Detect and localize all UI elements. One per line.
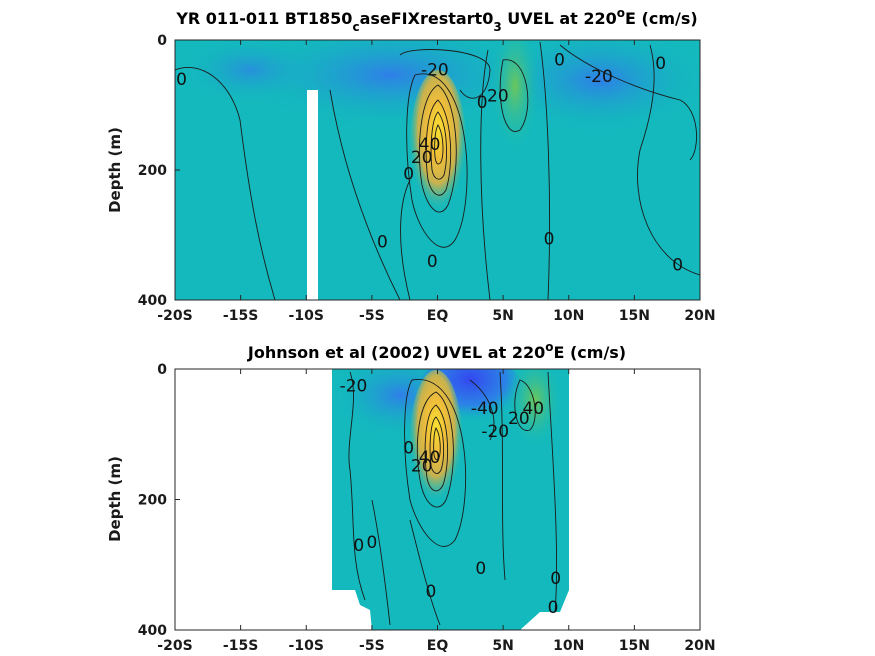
- field-north-jet: [490, 40, 540, 170]
- contour-label: -20: [421, 60, 449, 80]
- contour-label: 0: [426, 582, 437, 602]
- field-missing-data: [307, 90, 318, 300]
- contour-label: 0: [544, 229, 555, 249]
- contour-label: 0: [548, 598, 559, 618]
- x-tick-label: 5N: [492, 308, 513, 324]
- panel-model: YR 011-011 BT1850caseFIXrestart03 UVEL a…: [106, 6, 716, 324]
- x-tick-label: 10N: [553, 638, 584, 654]
- panel-model-field: [175, 40, 700, 300]
- panel-observed-field: [330, 369, 569, 630]
- y-tick-label: 0: [157, 33, 167, 49]
- contour-label: 0: [672, 255, 683, 275]
- contour-label: 40: [419, 135, 441, 155]
- x-tick-label: -15S: [223, 638, 258, 654]
- contour-label: 20: [411, 148, 433, 168]
- panel-observed-title: Johnson et al (2002) UVEL at 220oE (cm/s…: [247, 340, 626, 362]
- panel-observed: Johnson et al (2002) UVEL at 220oE (cm/s…: [106, 340, 716, 654]
- y-tick-label: 200: [138, 163, 167, 179]
- contour-label: -20: [340, 376, 368, 396]
- contour-label: 0: [377, 233, 388, 253]
- contour-label: 0: [176, 70, 187, 90]
- contour-label: 0: [550, 569, 561, 589]
- x-tick-label: 15N: [619, 638, 650, 654]
- x-tick-label: -20S: [157, 638, 192, 654]
- y-tick-label: 400: [138, 293, 167, 309]
- contour-label: 0: [477, 93, 488, 113]
- contour-label: 20: [411, 457, 433, 477]
- panel-model-x-axis: -20S -15S -10S -5S EQ 5N 10N 15N 20N: [157, 40, 716, 324]
- x-tick-label: 20N: [684, 638, 715, 654]
- panel-observed-x-axis: -20S -15S -10S -5S EQ 5N 10N 15N 20N: [157, 369, 716, 654]
- contour-label: 0: [554, 51, 565, 71]
- panel-observed-y-axis: 0 200 400: [138, 362, 180, 639]
- contour-label: 20: [487, 86, 509, 106]
- x-tick-label: 20N: [684, 308, 715, 324]
- contour-label: 0: [403, 438, 414, 458]
- contour-label: 40: [522, 399, 544, 419]
- contour-label: 0: [655, 54, 666, 74]
- panel-model-ylabel: Depth (m): [106, 127, 124, 213]
- contour-label: 0: [475, 559, 486, 579]
- contour-label: -20: [481, 422, 509, 442]
- contour-label: 0: [403, 164, 414, 184]
- field-negative-band: [180, 40, 320, 105]
- x-tick-label: 15N: [619, 308, 650, 324]
- x-tick-label: EQ: [427, 638, 449, 654]
- contours: [348, 371, 558, 626]
- panel-model-title: YR 011-011 BT1850caseFIXrestart03 UVEL a…: [175, 6, 697, 34]
- x-tick-label: -20S: [157, 308, 192, 324]
- x-tick-label: -5S: [359, 638, 385, 654]
- y-tick-label: 400: [138, 623, 167, 639]
- x-tick-label: -5S: [359, 308, 385, 324]
- x-tick-label: 10N: [553, 308, 584, 324]
- contour-label: 20: [508, 409, 530, 429]
- panel-observed-ylabel: Depth (m): [106, 456, 124, 542]
- contour-label: 0: [353, 536, 364, 556]
- contours: [175, 41, 700, 300]
- x-tick-label: 5N: [492, 638, 513, 654]
- contour-label: -40: [471, 399, 499, 419]
- contour-label: -20: [585, 67, 613, 87]
- contour-label: 40: [419, 448, 441, 468]
- x-tick-label: -15S: [223, 308, 258, 324]
- y-tick-label: 0: [157, 362, 167, 378]
- y-tick-label: 200: [138, 493, 167, 509]
- contour-label: 0: [366, 533, 377, 553]
- x-tick-label: EQ: [427, 308, 449, 324]
- panel-model-y-axis: 0 200 400: [138, 33, 180, 309]
- x-tick-label: -10S: [289, 308, 324, 324]
- field-undercurrent-core: [410, 370, 462, 510]
- x-tick-label: -10S: [289, 638, 324, 654]
- contour-label: 0: [427, 252, 438, 272]
